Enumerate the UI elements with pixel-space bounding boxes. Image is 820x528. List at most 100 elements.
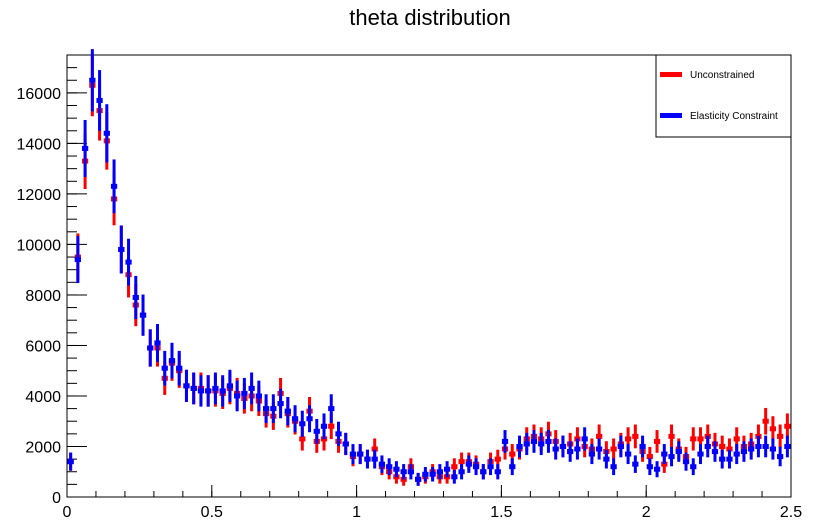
data-point [277, 401, 284, 407]
data-point [719, 456, 726, 462]
data-point [740, 449, 748, 455]
data-point [501, 438, 509, 444]
data-point [183, 383, 190, 389]
data-point [255, 393, 262, 399]
data-point [769, 426, 777, 432]
y-tick-label: 12000 [17, 187, 62, 204]
data-point [711, 449, 719, 455]
data-point [110, 183, 118, 189]
data-point [726, 456, 733, 462]
data-point [241, 390, 248, 396]
y-tick-label: 6000 [25, 338, 61, 355]
data-point [451, 474, 458, 480]
data-point [378, 461, 386, 467]
data-point [335, 431, 342, 437]
data-point [661, 461, 668, 467]
legend-swatch-elasticity-constraint [660, 113, 682, 118]
data-point [617, 443, 624, 449]
data-point [313, 428, 320, 434]
series-layer [67, 49, 791, 486]
y-tick-label: 14000 [17, 136, 62, 153]
data-point [509, 464, 516, 470]
x-tick-label: 0.5 [201, 504, 223, 521]
data-point [603, 456, 610, 462]
data-point [190, 385, 197, 391]
data-point [299, 421, 306, 427]
data-point [690, 464, 697, 470]
data-point [632, 433, 639, 439]
data-point [509, 451, 516, 457]
data-point [748, 446, 755, 452]
data-point [306, 416, 313, 422]
data-point [487, 464, 494, 470]
data-point [762, 443, 769, 449]
data-point [262, 406, 270, 412]
data-point [624, 436, 632, 442]
legend-swatch-unconstrained [660, 72, 682, 77]
data-point [371, 456, 378, 462]
data-point [538, 441, 545, 447]
data-point [494, 456, 501, 462]
data-point [386, 464, 393, 470]
data-point [610, 446, 617, 452]
data-point [291, 416, 299, 422]
data-point [328, 423, 335, 429]
data-point [67, 459, 74, 465]
data-point [205, 388, 212, 394]
legend: Unconstrained Elasticity Constraint [655, 54, 792, 138]
data-point [234, 393, 241, 399]
data-point [726, 446, 733, 452]
y-tick-label: 8000 [25, 288, 61, 305]
data-point [574, 446, 581, 452]
data-point [784, 443, 791, 449]
x-axis: 0 0.5 1 1.5 2 2.5 [63, 485, 802, 521]
legend-box [655, 54, 792, 138]
data-point [465, 461, 472, 467]
data-point [596, 433, 603, 439]
data-point [719, 443, 726, 449]
data-point [118, 246, 125, 252]
data-point [371, 446, 378, 452]
chart-title: theta distribution [349, 5, 510, 30]
data-point [139, 312, 147, 318]
data-point [653, 466, 661, 472]
data-point [436, 469, 443, 475]
y-tick-label: 10000 [17, 237, 62, 254]
data-point [769, 446, 777, 452]
data-point [762, 418, 769, 424]
data-point [458, 459, 465, 465]
data-point [284, 408, 291, 414]
data-point [661, 451, 668, 457]
y-tick-label: 4000 [25, 389, 61, 406]
data-point [154, 340, 161, 346]
data-point [472, 464, 480, 470]
data-point [248, 385, 255, 391]
data-point [697, 451, 704, 457]
data-point [494, 469, 501, 475]
data-point [639, 443, 646, 449]
data-point [559, 443, 567, 449]
y-tick-label: 2000 [25, 439, 61, 456]
data-point [415, 476, 422, 482]
data-point [675, 449, 682, 455]
data-point [197, 388, 205, 394]
data-point [567, 449, 574, 455]
legend-label-unconstrained: Unconstrained [690, 70, 754, 81]
data-point [690, 436, 697, 442]
data-point [270, 406, 277, 412]
data-point [429, 471, 436, 477]
x-tick-label: 2 [642, 504, 651, 521]
data-point [212, 385, 219, 391]
data-point [349, 451, 357, 457]
data-point [530, 438, 538, 444]
data-point [646, 454, 653, 460]
data-point [342, 441, 349, 447]
data-point [668, 433, 675, 439]
x-tick-label: 1 [352, 504, 361, 521]
data-point [733, 436, 740, 442]
data-point [581, 436, 588, 442]
x-tick-label: 1.5 [490, 504, 512, 521]
data-point [103, 130, 110, 136]
data-point [219, 388, 226, 394]
